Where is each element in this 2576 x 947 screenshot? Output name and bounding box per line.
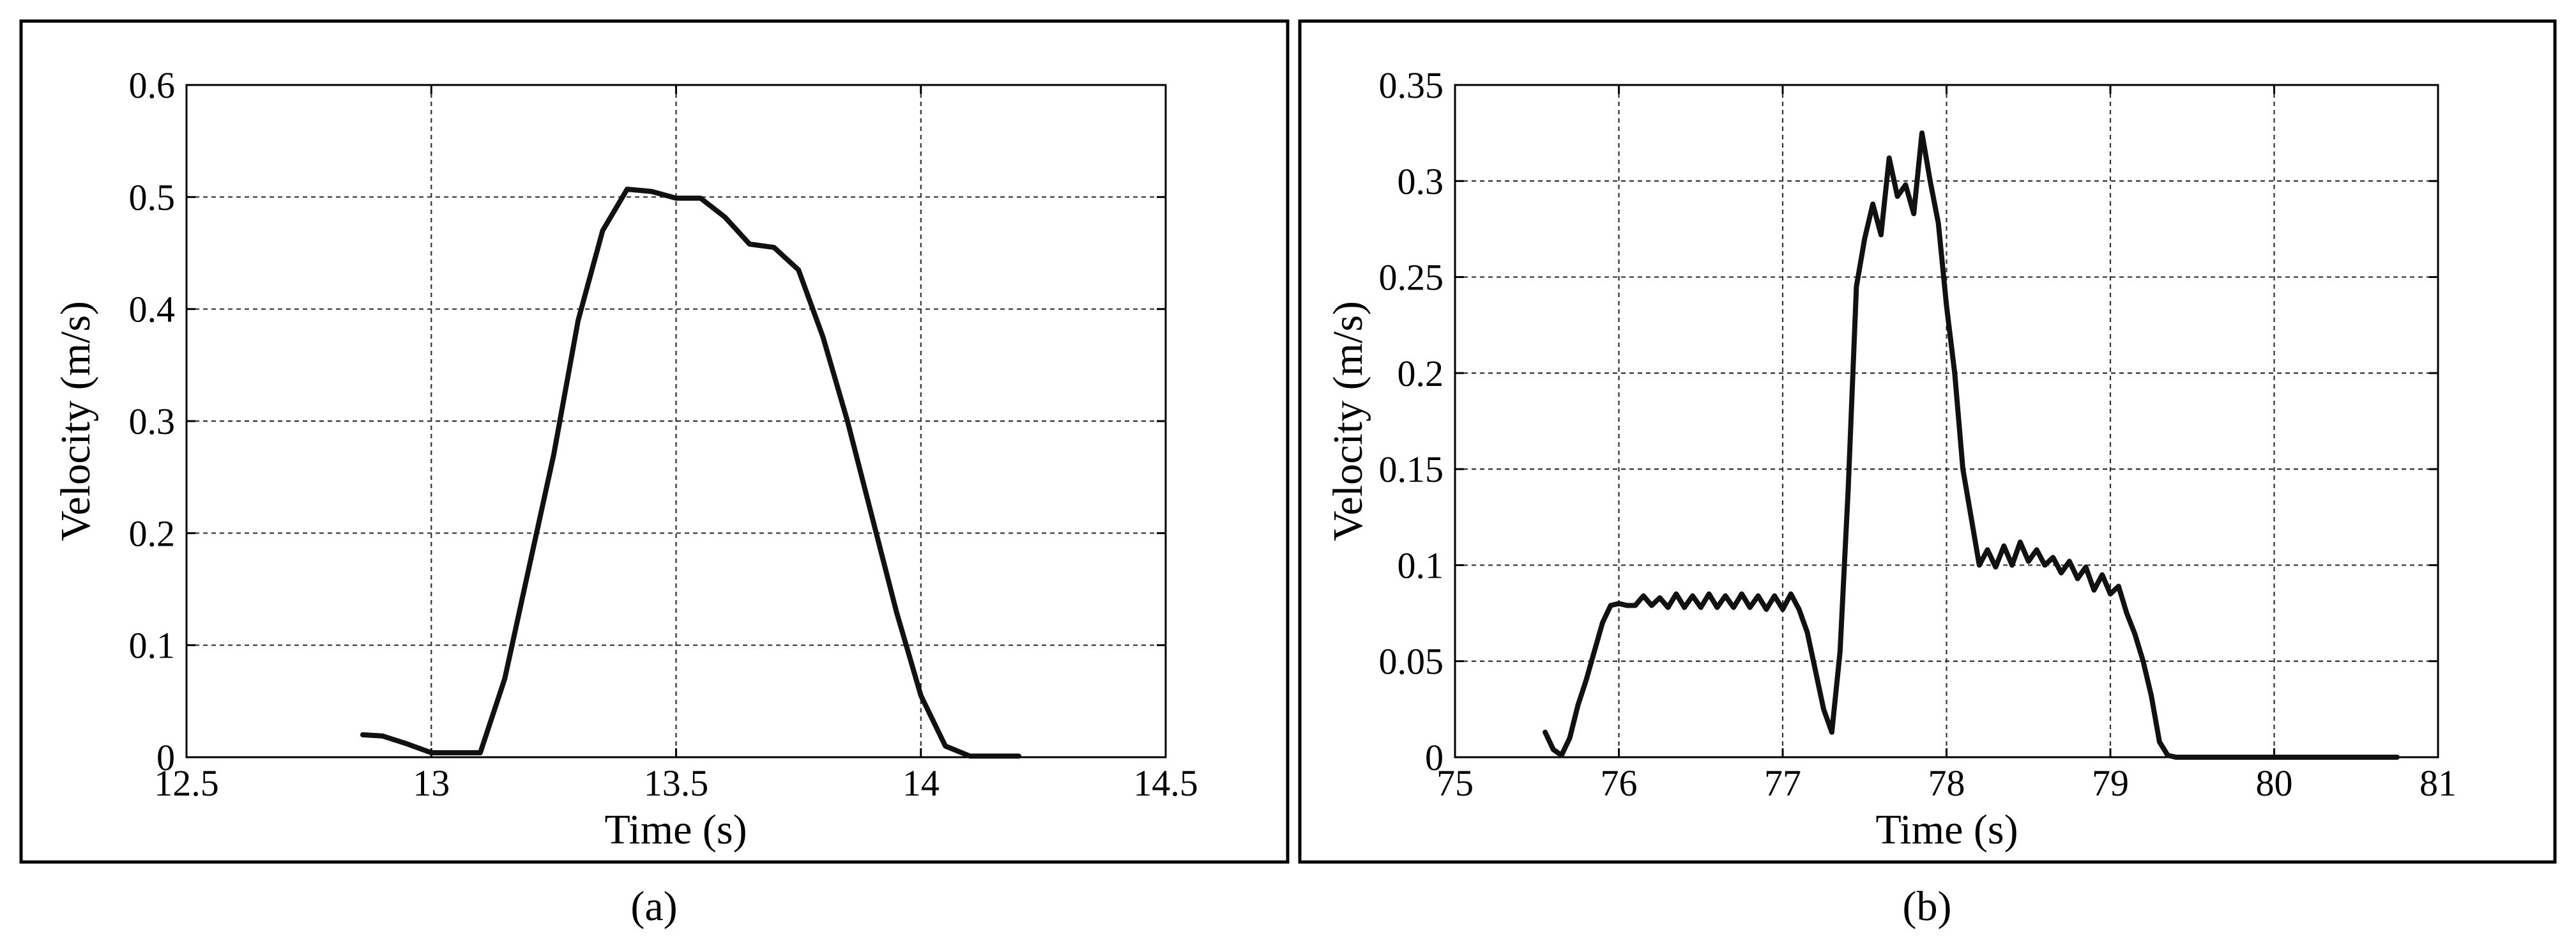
panel-b-x-tick-label: 76 [1601,762,1638,804]
panel-a-x-tick-label: 14 [903,762,940,804]
panel-b-y-axis-label: Velocity (m/s) [1325,301,1371,541]
panel-b-x-tick-label: 78 [1928,762,1965,804]
panel-a-y-tick-label: 0.3 [129,401,176,442]
panel-a-x-axis-label: Time (s) [604,806,747,853]
panel-a-y-axis-label: Velocity (m/s) [52,301,99,541]
panel-b-caption: (b) [1903,883,1952,930]
panel-b-y-tick-label: 0.25 [1379,257,1444,298]
panel-a-y-tick-label: 0.6 [129,65,176,106]
panel-b-y-tick-label: 0.35 [1379,65,1444,106]
panel-b-x-tick-label: 79 [2092,762,2129,804]
panel-b-y-tick-label: 0.3 [1398,160,1444,202]
panel-a-x-tick-label: 13 [413,762,450,804]
panel-a-x-tick-label: 13.5 [644,762,709,804]
panel-a-y-tick-label: 0 [156,737,175,778]
panel-a-y-tick-label: 0.5 [129,176,176,218]
panel-a-y-tick-label: 0.4 [129,289,176,330]
panel-b-x-tick-label: 80 [2256,762,2293,804]
panel-b-y-tick-label: 0.1 [1398,544,1444,586]
panel-a-y-tick-label: 0.1 [129,625,176,666]
panel-b-x-tick-label: 77 [1764,762,1801,804]
panel-a-caption: (a) [630,883,677,930]
panel-b-y-tick-label: 0.05 [1379,641,1444,682]
panel-b-y-tick-label: 0 [1425,737,1444,778]
panel-b-y-tick-label: 0.2 [1398,353,1444,394]
panel-a-y-tick-label: 0.2 [129,512,176,554]
panel-b-y-tick-label: 0.15 [1379,449,1444,490]
panel-a-x-tick-label: 14.5 [1133,762,1198,804]
panel-b-x-axis-label: Time (s) [1875,806,2018,853]
panel-b-x-tick-label: 81 [2420,762,2457,804]
